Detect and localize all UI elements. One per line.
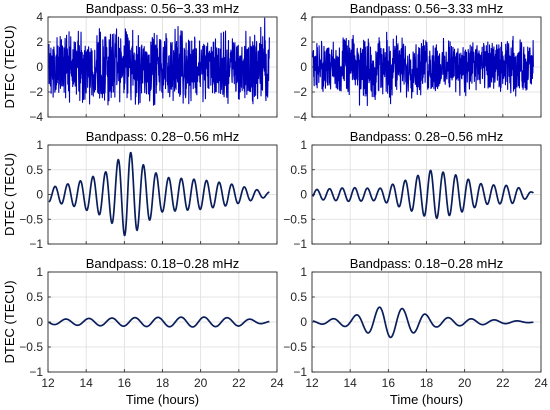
signal-line — [312, 306, 534, 339]
signal-line — [312, 31, 534, 107]
y-tick-label: 0 — [300, 60, 307, 74]
y-tick-label: 0.5 — [26, 163, 43, 177]
axes-frame — [47, 271, 278, 373]
panel-title: Bandpass: 0.28−0.56 mHz — [86, 129, 240, 144]
y-tick-label: −0.5 — [283, 212, 307, 226]
x-tick-label: 20 — [458, 376, 472, 390]
x-tick-label: 14 — [343, 376, 357, 390]
signal-line — [48, 151, 270, 237]
axes-frame — [311, 144, 542, 245]
y-tick-label: 0.5 — [26, 290, 43, 304]
x-axis-label: Time (hours) — [390, 392, 463, 407]
y-tick-label: −2 — [293, 85, 307, 99]
axes-frame — [311, 271, 542, 373]
panel-2: −4 −2 0 2 4 Bandpass: 0.56−3.33 mHz — [293, 1, 542, 124]
y-tick-label: 4 — [300, 10, 307, 24]
y-tick-label: 4 — [36, 10, 43, 24]
axes-frame — [311, 16, 542, 118]
y-tick-label: 0 — [36, 188, 43, 202]
x-tick-label: 12 — [41, 376, 55, 390]
panel-1: −4 −2 0 2 4 Bandpass: 0.56−3.33 mHz DTEC (TECU… — [2, 1, 278, 124]
x-tick-label: 12 — [305, 376, 319, 390]
y-tick-label: 0 — [36, 60, 43, 74]
x-tick-label: 24 — [270, 376, 284, 390]
panel-title: Bandpass: 0.18−0.28 mHz — [350, 256, 504, 271]
x-tick-label: 14 — [79, 376, 93, 390]
y-tick-label: −1 — [293, 365, 307, 379]
y-tick-label: −4 — [29, 110, 43, 124]
axes-frame — [47, 144, 278, 245]
y-tick-label: −1 — [29, 365, 43, 379]
y-tick-label: −0.5 — [283, 340, 307, 354]
y-axis-label: DTEC (TECU) — [2, 280, 17, 363]
y-tick-label: 0 — [300, 315, 307, 329]
signal-line — [48, 17, 270, 106]
panel-3: −1 −0.5 0 0.5 1 Bandpass: 0.28−0.56 mHz DTEC (… — [2, 129, 278, 251]
y-tick-label: 2 — [300, 35, 307, 49]
y-tick-label: −4 — [293, 110, 307, 124]
x-tick-label: 16 — [118, 376, 132, 390]
panel-4: −1 −0.5 0 0.5 1 Bandpass: 0.28−0.56 mHz — [283, 129, 542, 251]
y-tick-label: 0 — [36, 315, 43, 329]
x-tick-label: 20 — [194, 376, 208, 390]
y-tick-label: −2 — [29, 85, 43, 99]
y-tick-label: −0.5 — [19, 212, 43, 226]
y-axis-label: DTEC (TECU) — [2, 25, 17, 108]
y-tick-label: −1 — [293, 237, 307, 251]
y-tick-label: 0.5 — [290, 163, 307, 177]
y-tick-label: 1 — [36, 138, 43, 152]
panel-6: −1 −0.5 0 0.5 1 12 14 16 18 20 22 24 Bandpass: 0.18−… — [283, 256, 548, 407]
y-tick-label: −0.5 — [19, 340, 43, 354]
panel-title: Bandpass: 0.56−3.33 mHz — [350, 1, 504, 16]
y-tick-label: 0.5 — [290, 290, 307, 304]
y-axis-label: DTEC (TECU) — [2, 153, 17, 236]
panel-title: Bandpass: 0.28−0.56 mHz — [350, 129, 504, 144]
x-tick-label: 22 — [496, 376, 510, 390]
y-tick-label: 0 — [300, 188, 307, 202]
axes-frame — [47, 16, 278, 118]
x-tick-label: 24 — [534, 376, 548, 390]
y-tick-label: 2 — [36, 35, 43, 49]
signal-line — [48, 316, 270, 328]
x-tick-label: 16 — [382, 376, 396, 390]
signal-line — [312, 169, 534, 220]
y-tick-label: −1 — [29, 237, 43, 251]
panel-5: −1 −0.5 0 0.5 1 12 14 16 18 20 22 24 Bandpass: 0.18−… — [2, 256, 284, 407]
y-tick-label: 1 — [36, 265, 43, 279]
y-tick-label: 1 — [300, 138, 307, 152]
x-tick-label: 22 — [232, 376, 246, 390]
panel-title: Bandpass: 0.18−0.28 mHz — [86, 256, 240, 271]
x-axis-label: Time (hours) — [126, 392, 199, 407]
panel-title: Bandpass: 0.56−3.33 mHz — [86, 1, 240, 16]
x-tick-label: 18 — [156, 376, 170, 390]
y-tick-label: 1 — [300, 265, 307, 279]
x-tick-label: 18 — [420, 376, 434, 390]
